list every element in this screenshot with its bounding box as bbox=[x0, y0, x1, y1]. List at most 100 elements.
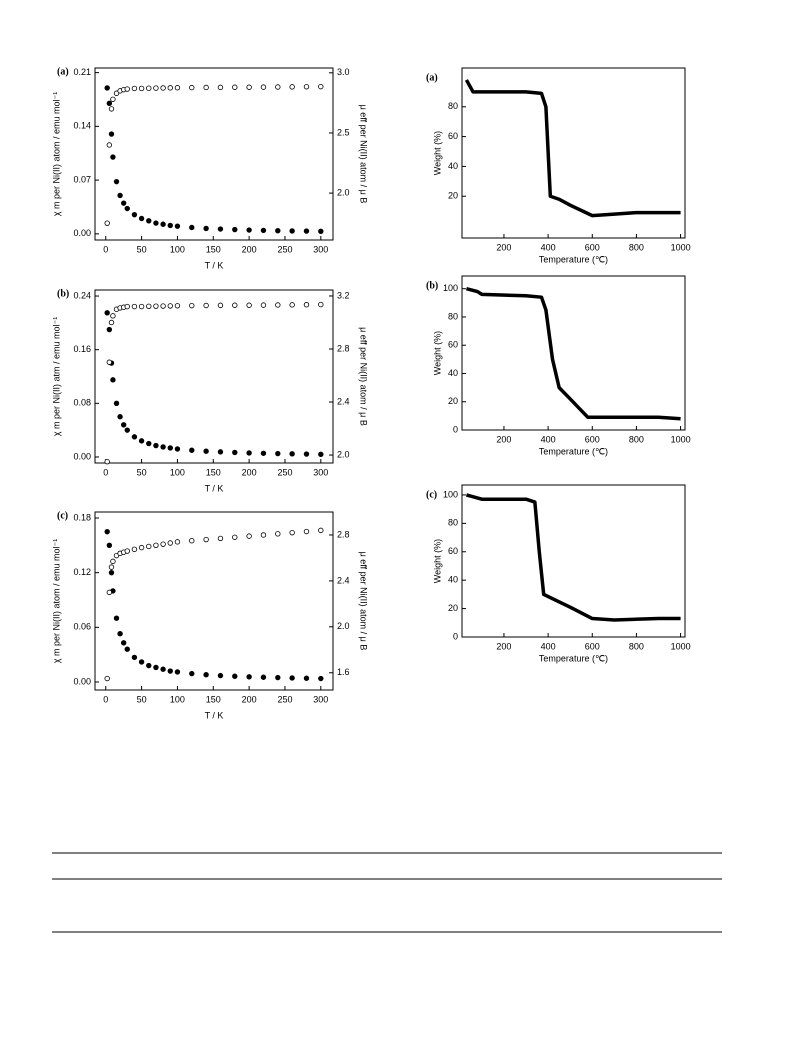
data-point bbox=[246, 302, 252, 308]
data-point bbox=[131, 211, 138, 218]
data-point bbox=[108, 564, 115, 570]
y-tick-label: 0 bbox=[453, 631, 458, 641]
data-point bbox=[232, 534, 238, 540]
x-tick-label: 300 bbox=[313, 244, 328, 254]
data-point bbox=[303, 675, 310, 681]
y-axis-label: χ m per Ni(II) atom / emu mol⁻¹ bbox=[51, 92, 61, 217]
data-point bbox=[275, 531, 281, 537]
x-tick-label: 800 bbox=[629, 242, 644, 252]
data-point bbox=[303, 228, 310, 234]
x-tick-label: 50 bbox=[137, 694, 147, 704]
data-point bbox=[318, 527, 324, 534]
x-axis-label: Temperature (℃) bbox=[539, 653, 608, 663]
data-point bbox=[246, 84, 252, 90]
y2-tick-label: 3.2 bbox=[337, 290, 350, 300]
data-point bbox=[106, 359, 113, 365]
data-point bbox=[146, 662, 152, 669]
data-point bbox=[203, 84, 209, 91]
data-point bbox=[106, 326, 113, 333]
data-point bbox=[203, 671, 209, 678]
y-tick-label: 20 bbox=[448, 191, 458, 201]
data-point bbox=[104, 458, 110, 465]
y-axis-label: Weight (%) bbox=[432, 539, 442, 583]
data-point bbox=[104, 528, 110, 535]
y-tick-label: 0.08 bbox=[73, 398, 91, 408]
y-tick-label: 0.12 bbox=[73, 567, 91, 577]
x-tick-label: 200 bbox=[242, 467, 257, 477]
data-point bbox=[232, 302, 238, 308]
x-tick-label: 400 bbox=[541, 242, 556, 252]
data-point bbox=[167, 445, 173, 451]
x-tick-label: 100 bbox=[170, 467, 185, 477]
data-point bbox=[217, 535, 224, 542]
panel-label: (a) bbox=[426, 72, 438, 83]
data-point bbox=[189, 538, 195, 544]
x-axis-label: T / K bbox=[205, 260, 224, 270]
x-tick-label: 300 bbox=[313, 694, 328, 704]
y2-tick-label: 2.0 bbox=[337, 621, 350, 631]
data-point bbox=[303, 302, 310, 308]
x-axis-label: Temperature (℃) bbox=[539, 254, 608, 264]
data-point bbox=[203, 225, 209, 232]
y-axis-label: χ m per Ni(II) atm / emu mol⁻¹ bbox=[51, 317, 61, 437]
y-tick-label: 60 bbox=[448, 546, 458, 556]
data-point bbox=[303, 528, 310, 535]
data-point bbox=[289, 84, 295, 90]
data-point bbox=[146, 440, 152, 447]
tga-curve bbox=[465, 287, 681, 421]
data-point bbox=[167, 303, 173, 309]
data-point bbox=[138, 544, 145, 551]
data-point bbox=[318, 83, 324, 90]
panel-label: (c) bbox=[426, 489, 437, 500]
data-point bbox=[160, 666, 166, 672]
data-point bbox=[153, 85, 159, 91]
data-point bbox=[246, 674, 252, 680]
data-point bbox=[104, 85, 110, 91]
data-point bbox=[117, 192, 123, 199]
x-tick-label: 0 bbox=[103, 467, 108, 477]
data-point bbox=[106, 589, 113, 596]
data-point bbox=[160, 541, 166, 547]
data-point bbox=[174, 669, 181, 675]
data-point bbox=[131, 434, 138, 440]
y2-tick-label: 2.0 bbox=[337, 449, 350, 459]
x-tick-label: 150 bbox=[206, 694, 221, 704]
plot-frame bbox=[461, 275, 686, 431]
data-point bbox=[289, 529, 295, 536]
data-point bbox=[318, 228, 324, 235]
y2-tick-label: 2.0 bbox=[337, 187, 350, 197]
data-point bbox=[289, 228, 295, 234]
data-point bbox=[275, 674, 281, 681]
y-tick-label: 60 bbox=[448, 340, 458, 350]
data-point bbox=[203, 448, 209, 454]
data-point bbox=[217, 672, 224, 679]
x-tick-label: 250 bbox=[277, 467, 292, 477]
x-tick-label: 1000 bbox=[671, 434, 691, 444]
data-point bbox=[138, 85, 145, 92]
plot-frame bbox=[461, 67, 686, 239]
data-point bbox=[131, 303, 138, 310]
plot-frame bbox=[94, 289, 334, 464]
data-point bbox=[106, 542, 113, 549]
y2-tick-label: 2.8 bbox=[337, 343, 350, 353]
x-tick-label: 600 bbox=[585, 641, 600, 651]
y2-tick-label: 2.4 bbox=[337, 575, 350, 585]
data-point bbox=[153, 542, 159, 549]
data-point bbox=[124, 205, 130, 212]
data-point bbox=[124, 427, 130, 433]
data-point bbox=[138, 215, 145, 222]
x-axis-label: T / K bbox=[205, 483, 224, 493]
data-point bbox=[146, 85, 152, 91]
panel-label: (b) bbox=[426, 280, 438, 291]
data-point bbox=[124, 548, 130, 554]
x-axis-label: T / K bbox=[205, 710, 224, 720]
data-point bbox=[189, 84, 195, 91]
data-point bbox=[217, 84, 224, 91]
data-point bbox=[167, 85, 173, 91]
y-axis-label: Weight (%) bbox=[432, 331, 442, 375]
y2-tick-label: 1.6 bbox=[337, 667, 350, 677]
data-point bbox=[167, 222, 173, 229]
data-point bbox=[275, 450, 281, 457]
data-point bbox=[108, 131, 115, 137]
